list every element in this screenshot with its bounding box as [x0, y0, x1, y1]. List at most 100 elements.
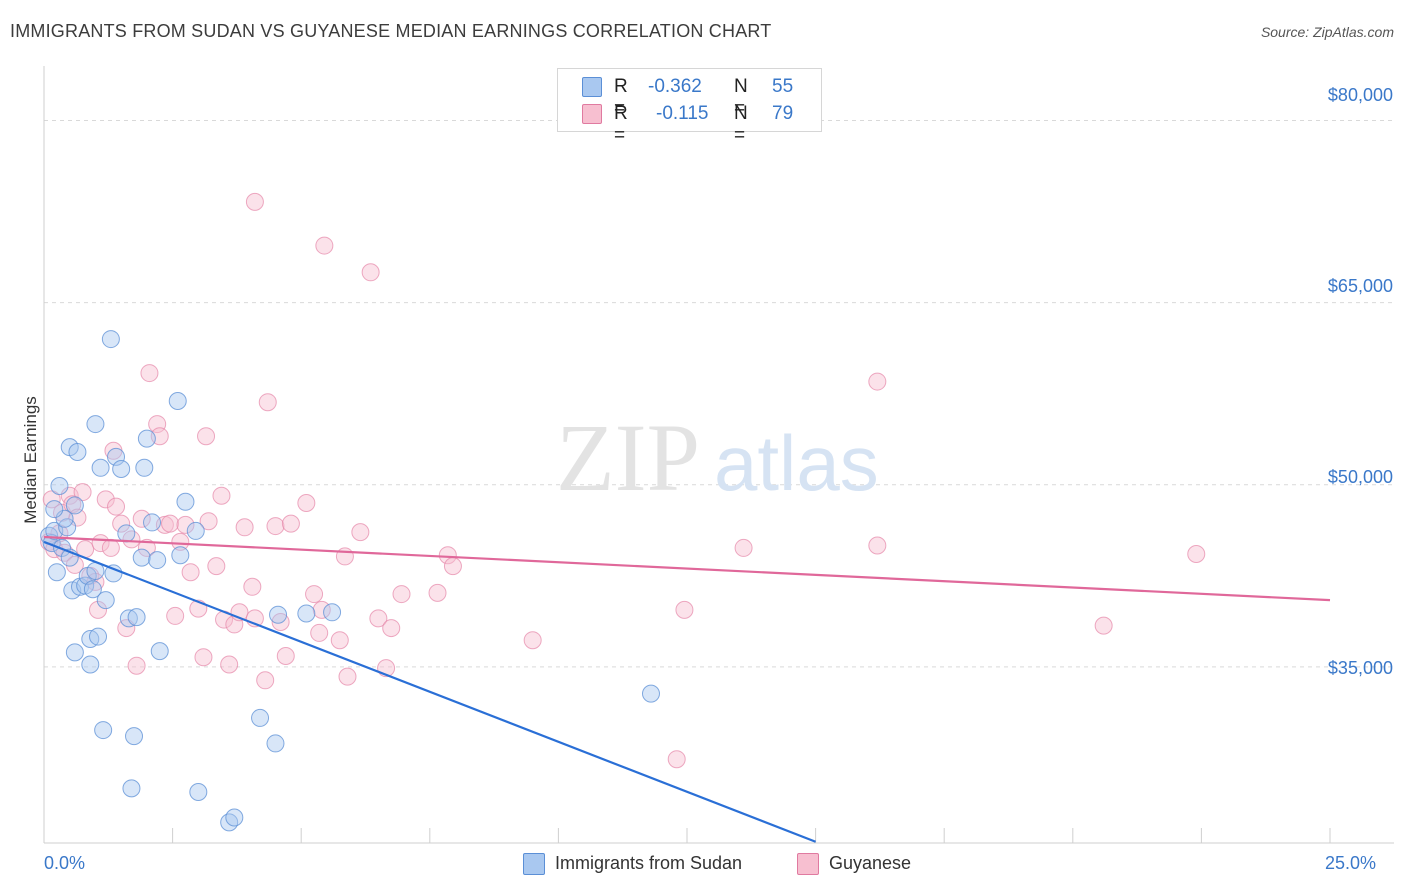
- guyanese-point: [438, 546, 457, 565]
- guyanese-trend-line: [43, 535, 1331, 602]
- watermark-atlas: atlas: [714, 419, 879, 507]
- sudan-point: [127, 608, 146, 627]
- guyanese-point: [127, 656, 146, 675]
- guyanese-point: [428, 583, 447, 602]
- sudan-point: [47, 563, 66, 582]
- sudan-point: [148, 551, 167, 570]
- sudan-point: [171, 546, 190, 565]
- guyanese-point: [281, 514, 300, 533]
- guyanese-point: [297, 494, 316, 512]
- guyanese-point: [315, 236, 334, 255]
- sudan-point: [101, 330, 120, 349]
- guyanese-point: [675, 600, 694, 619]
- guyanese-point: [266, 517, 285, 536]
- guyanese-point: [1094, 616, 1113, 635]
- guyanese-point: [351, 523, 370, 542]
- correlation-legend: R = -0.362 N = 55 R = -0.115 N = 79: [557, 68, 822, 146]
- guyanese-point: [132, 509, 151, 528]
- bottom-legend-label: Guyanese: [829, 853, 912, 873]
- sudan-point: [122, 779, 141, 798]
- guyanese-point: [194, 648, 213, 667]
- guyanese-point: [107, 497, 126, 516]
- bottom-legend-swatch-sudan: [523, 853, 545, 875]
- watermark: ZIP atlas: [556, 404, 879, 511]
- sudan-point: [119, 609, 138, 628]
- sudan-point: [186, 521, 205, 540]
- y-tick-label: $35,000: [1327, 658, 1393, 678]
- sudan-point: [251, 708, 270, 727]
- sudan-point: [225, 808, 244, 827]
- sudan-point: [168, 392, 187, 410]
- guyanese-point: [667, 750, 686, 769]
- sudan-point: [89, 627, 108, 646]
- guyanese-point: [305, 585, 324, 604]
- sudan-point: [323, 603, 342, 622]
- bottom-legend-swatch-guyanese: [797, 853, 819, 875]
- sudan-point: [150, 642, 169, 661]
- n-value: 55: [772, 76, 794, 97]
- sudan-point: [220, 813, 239, 832]
- watermark-zip: ZIP: [556, 404, 700, 511]
- guyanese-point: [271, 613, 290, 631]
- guyanese-point: [868, 536, 887, 555]
- guyanese-point: [258, 393, 277, 412]
- trend-lines: [43, 535, 1331, 843]
- sudan-point: [176, 492, 195, 511]
- guyanese-point: [361, 263, 380, 282]
- guyanese-point: [256, 671, 275, 690]
- guyanese-point: [140, 364, 159, 383]
- guyanese-point: [207, 557, 226, 576]
- guyanese-point: [101, 538, 120, 557]
- source-credit: Source: ZipAtlas.com: [1260, 24, 1394, 40]
- guyanese-point: [310, 623, 329, 642]
- guyanese-point: [220, 655, 239, 674]
- bottom-legend-label: Immigrants from Sudan: [555, 853, 743, 873]
- chart-title: IMMIGRANTS FROM SUDAN VS GUYANESE MEDIAN…: [10, 21, 772, 41]
- sudan-point: [189, 783, 208, 801]
- x-tick-label: 0.0%: [44, 853, 86, 873]
- guyanese-point: [176, 515, 195, 534]
- sudan-point: [45, 500, 64, 519]
- guyanese-point: [166, 606, 185, 625]
- sudan-point: [137, 429, 156, 448]
- sudan-point: [143, 513, 162, 532]
- sudan-point: [65, 643, 84, 662]
- guyanese-point: [197, 427, 216, 446]
- guyanese-point: [199, 512, 218, 531]
- r-value: -0.115: [656, 103, 709, 124]
- guyanese-point: [443, 557, 462, 576]
- guyanese-point: [734, 538, 753, 557]
- r-label: R =: [614, 103, 628, 146]
- guyanese-point: [382, 619, 401, 638]
- sudan-point: [112, 460, 131, 478]
- guyanese-point: [161, 514, 180, 533]
- sudan-point: [104, 564, 123, 583]
- guyanese-point: [171, 532, 190, 551]
- guyanese-point: [122, 530, 141, 549]
- legend-swatch-guyanese: [582, 104, 602, 124]
- guyanese-point: [868, 372, 887, 391]
- guyanese-point: [245, 192, 264, 211]
- guyanese-point: [312, 600, 331, 619]
- guyanese-point: [1187, 545, 1206, 563]
- guyanese-point: [330, 631, 349, 650]
- y-tick-label: $80,000: [1327, 85, 1393, 105]
- legend-swatch-sudan: [582, 77, 602, 97]
- guyanese-point: [243, 577, 262, 596]
- x-tick-label: 25.0%: [1325, 853, 1377, 873]
- sudan-point: [135, 458, 154, 477]
- sudan-point: [641, 684, 660, 703]
- sudan-point: [117, 524, 136, 543]
- guyanese-point: [137, 538, 156, 557]
- guyanese-point: [338, 667, 357, 686]
- r-value: -0.362: [648, 76, 702, 97]
- y-tick-label: $65,000: [1327, 276, 1393, 296]
- y-tick-label: $50,000: [1327, 467, 1393, 487]
- sudan-point: [96, 591, 115, 610]
- y-axis-label: Median Earnings: [21, 396, 40, 524]
- r-label: R =: [614, 76, 628, 119]
- guyanese-point: [181, 563, 200, 582]
- sudan-point: [91, 458, 110, 477]
- sudan-point: [266, 734, 285, 753]
